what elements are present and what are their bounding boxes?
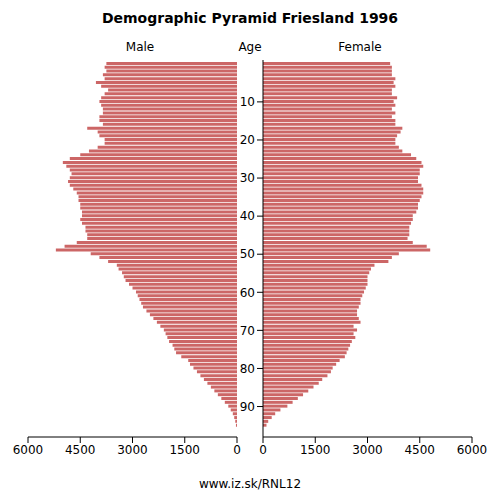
svg-text:90: 90 xyxy=(240,400,255,414)
svg-text:6000: 6000 xyxy=(457,443,488,457)
svg-text:4500: 4500 xyxy=(404,443,435,457)
html-text:www.iz.sk/RNL12: www.iz.sk/RNL12 xyxy=(198,477,302,491)
svg-text:4500: 4500 xyxy=(65,443,96,457)
svg-text:1500: 1500 xyxy=(169,443,200,457)
svg-text:0: 0 xyxy=(233,443,241,457)
svg-text:0: 0 xyxy=(259,443,267,457)
svg-text:30: 30 xyxy=(240,171,255,185)
svg-text:20: 20 xyxy=(240,133,255,147)
svg-text:50: 50 xyxy=(240,247,255,261)
svg-text:60: 60 xyxy=(240,286,255,300)
svg-text:40: 40 xyxy=(240,209,255,223)
svg-text:10: 10 xyxy=(240,95,255,109)
html-text:Demographic Pyramid Friesland: Demographic Pyramid Friesland 1996 xyxy=(101,10,399,26)
svg-text:3000: 3000 xyxy=(117,443,148,457)
svg-text:70: 70 xyxy=(240,324,255,338)
svg-text:80: 80 xyxy=(240,362,255,376)
svg-text:6000: 6000 xyxy=(13,443,44,457)
html-text:Age: Age xyxy=(238,40,262,54)
html-text:Female: Female xyxy=(338,40,382,54)
svg-text:3000: 3000 xyxy=(352,443,383,457)
svg-text:1500: 1500 xyxy=(300,443,331,457)
html-text:Male: Male xyxy=(125,40,155,54)
